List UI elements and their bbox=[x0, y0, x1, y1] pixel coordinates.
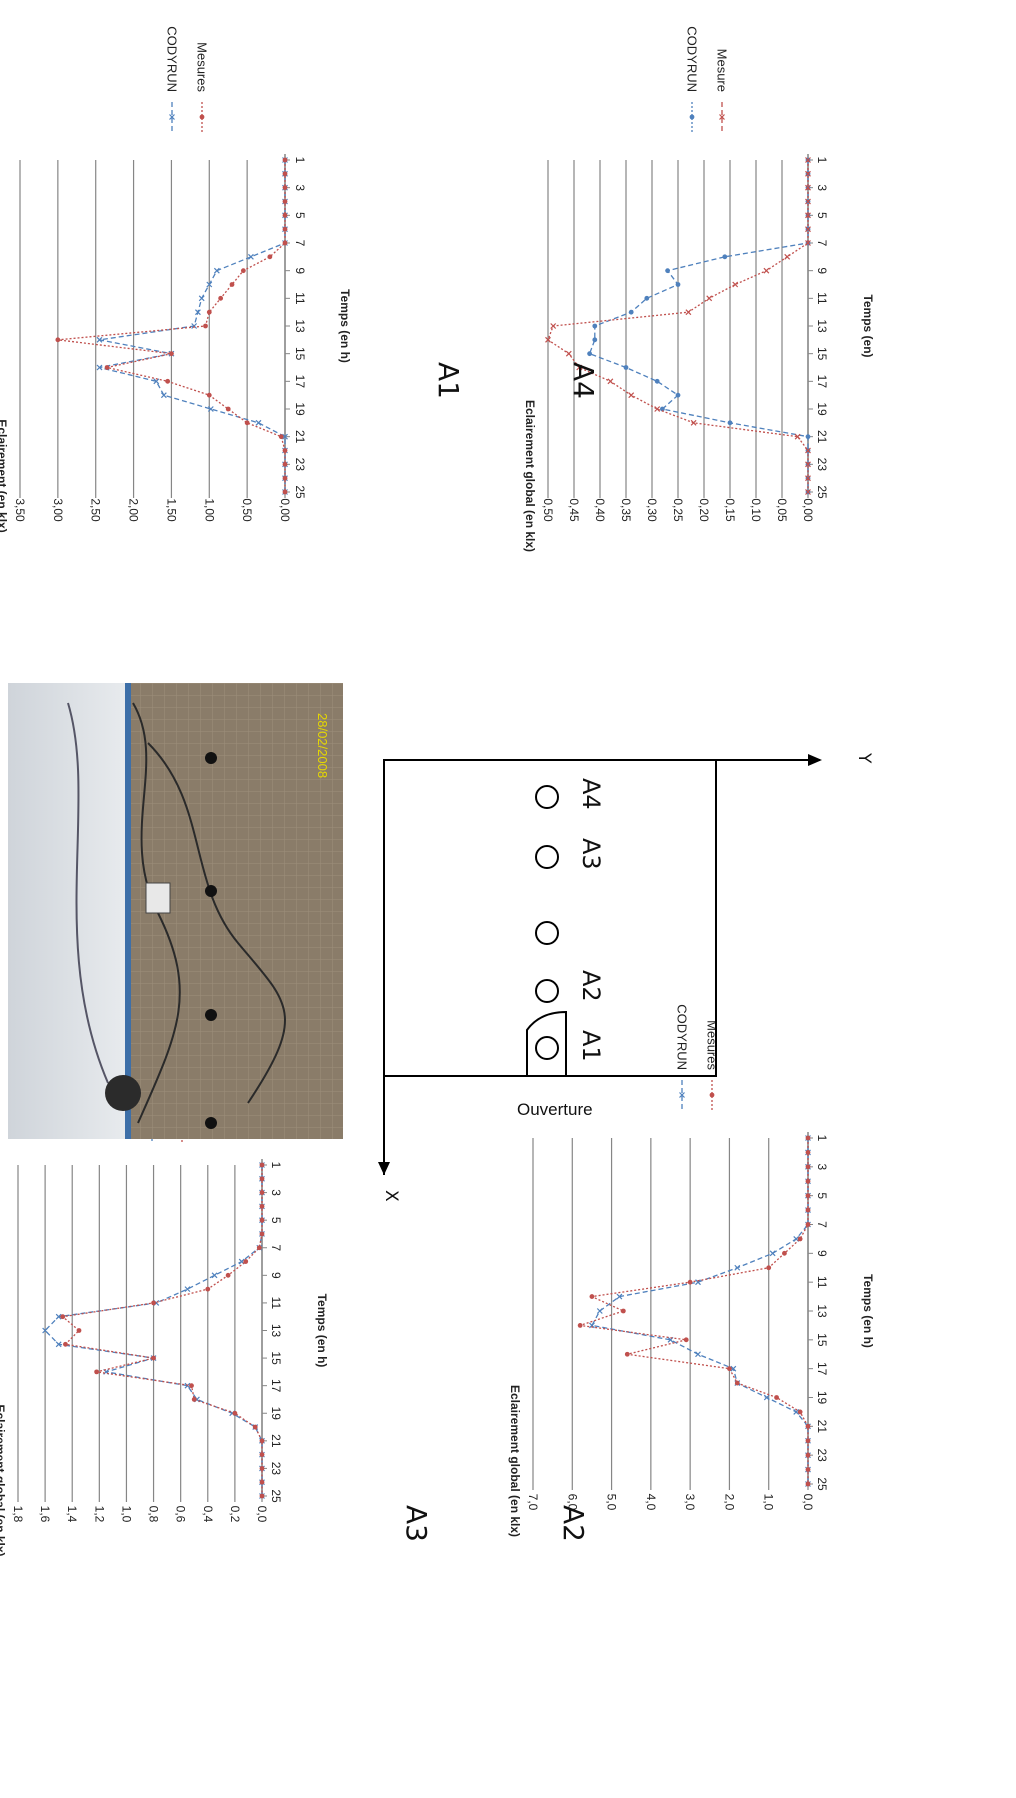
x-axis-label: X bbox=[381, 1190, 401, 1202]
sensor-circle-a1 bbox=[535, 1036, 559, 1060]
sensor-label-a2: A2 bbox=[577, 970, 605, 1002]
sensor-label-a1: A1 bbox=[577, 1030, 605, 1062]
sensor-circle-unlabeled bbox=[535, 921, 559, 945]
opening-label: Ouverture bbox=[517, 1100, 593, 1119]
room-photo-drawing: 28/02/2008 bbox=[8, 683, 343, 1139]
sensor-circle-a2 bbox=[535, 979, 559, 1003]
sensor-circle-a4 bbox=[535, 785, 559, 809]
sensor-label-a3: A3 bbox=[577, 838, 605, 870]
room-outline bbox=[383, 759, 717, 1077]
room-photo: 28/02/2008 bbox=[8, 683, 343, 1139]
panel-label-a2: A2 bbox=[557, 1505, 590, 1542]
panel-label-a4: A4 bbox=[567, 362, 600, 399]
x-axis-arrowhead bbox=[378, 1162, 390, 1175]
sensor-circle-a3 bbox=[535, 845, 559, 869]
y-axis-arrowhead bbox=[808, 754, 822, 766]
sensor-label-a4: A4 bbox=[577, 778, 605, 810]
photo-date-stamp: 28/02/2008 bbox=[315, 713, 330, 778]
panel-label-a1: A1 bbox=[432, 362, 465, 399]
opening-arc bbox=[526, 1010, 567, 1076]
y-axis-label: Y bbox=[854, 753, 874, 764]
panel-label-a3: A3 bbox=[400, 1505, 433, 1542]
